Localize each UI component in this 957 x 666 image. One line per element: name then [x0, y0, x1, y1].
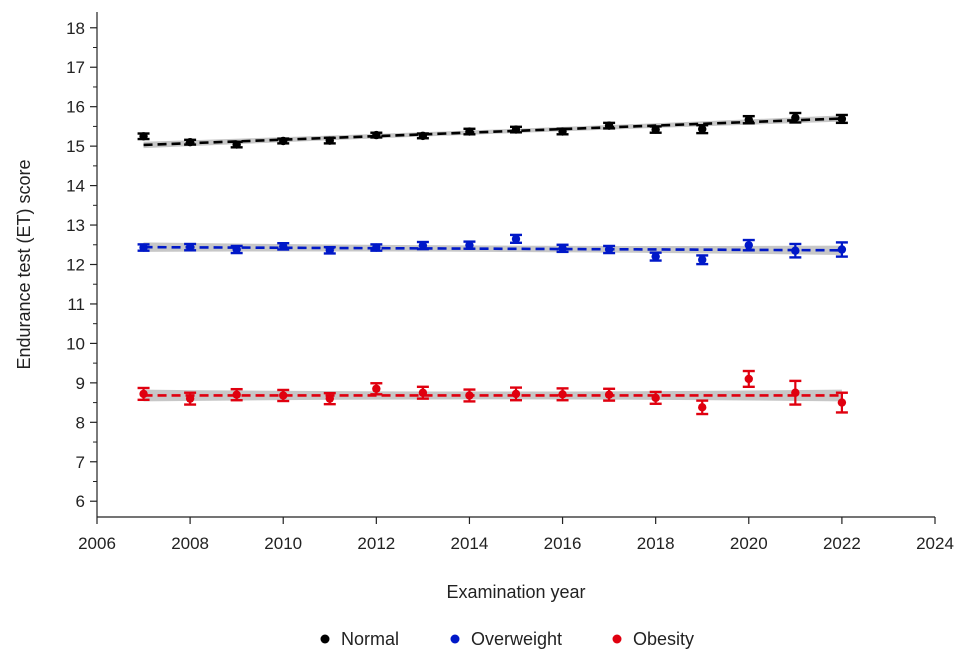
legend-marker	[320, 634, 330, 644]
y-tick-label: 7	[76, 453, 85, 472]
data-point	[511, 234, 521, 244]
data-point	[558, 127, 567, 136]
data-points	[137, 111, 848, 416]
data-point	[279, 242, 288, 251]
trend-line	[143, 117, 842, 147]
y-tick-label: 6	[76, 492, 85, 511]
data-point	[791, 246, 800, 255]
legend: Normal Overweight Obesity	[320, 629, 694, 649]
data-point	[744, 115, 753, 124]
data-point	[232, 140, 241, 149]
y-tick-label: 16	[66, 98, 85, 117]
data-point	[418, 388, 428, 397]
legend-marker	[612, 634, 622, 644]
data-point	[837, 398, 847, 407]
confidence-band	[143, 389, 842, 402]
data-point	[604, 121, 614, 130]
data-point	[465, 127, 474, 136]
x-tick-label: 2018	[637, 534, 675, 553]
x-axis-title: Examination year	[446, 582, 585, 602]
data-point	[558, 244, 567, 253]
data-point	[465, 240, 474, 250]
y-tick-label: 18	[66, 19, 85, 38]
x-tick-label: 2010	[264, 534, 302, 553]
y-tick-label: 13	[66, 216, 85, 235]
data-point	[744, 374, 753, 384]
x-tick-label: 2022	[823, 534, 861, 553]
data-point	[232, 245, 241, 254]
data-point	[651, 252, 660, 261]
y-tick-label: 8	[76, 413, 85, 432]
data-point	[325, 246, 334, 255]
data-point	[372, 243, 381, 252]
data-point	[837, 114, 847, 124]
data-point	[372, 384, 381, 393]
data-point	[791, 388, 800, 397]
data-point	[139, 132, 148, 141]
data-point	[325, 394, 334, 403]
x-tick-label: 2024	[916, 534, 954, 553]
data-point	[511, 125, 521, 134]
y-tick-label: 14	[66, 177, 85, 196]
x-tick-label: 2008	[171, 534, 209, 553]
legend-label: Obesity	[633, 629, 694, 649]
y-axis-ticks: 6 7 8 9 10 11 12 13 14 15 16 17 18	[66, 19, 97, 511]
data-point	[837, 245, 847, 254]
legend-marker	[450, 634, 460, 644]
data-point	[185, 394, 195, 403]
y-tick-label: 11	[67, 295, 85, 314]
trend-lines	[143, 117, 842, 397]
legend-label: Normal	[341, 629, 399, 649]
y-tick-label: 9	[76, 374, 85, 393]
trend-line	[143, 245, 842, 252]
data-point	[791, 113, 800, 122]
y-axis-title: Endurance test (ET) score	[14, 159, 34, 369]
data-point	[418, 241, 428, 250]
data-point	[465, 391, 474, 400]
data-point	[698, 124, 707, 134]
data-point	[651, 393, 660, 403]
data-point	[744, 240, 753, 250]
data-point	[185, 242, 195, 252]
legend-label: Overweight	[471, 629, 562, 649]
data-point	[698, 255, 707, 264]
data-point	[604, 390, 614, 399]
data-point	[651, 125, 660, 134]
confidence-band	[143, 242, 842, 256]
data-point	[232, 390, 241, 399]
x-tick-label: 2020	[730, 534, 768, 553]
x-tick-label: 2006	[78, 534, 116, 553]
x-tick-label: 2012	[357, 534, 395, 553]
confidence-band	[143, 115, 842, 149]
y-tick-label: 15	[66, 137, 85, 156]
x-tick-label: 2016	[544, 534, 582, 553]
data-point	[325, 136, 334, 145]
data-point	[185, 137, 195, 147]
data-point	[139, 389, 148, 399]
data-point	[558, 390, 567, 399]
x-axis-ticks: 2006 2008 2010 2012 2014 2016 2018 2020 2022 2024	[78, 517, 954, 553]
data-point	[511, 389, 521, 399]
data-point	[279, 391, 288, 400]
y-tick-label: 17	[66, 58, 85, 77]
axes: 2006 2008 2010 2012 2014 2016 2018 2020 2022 2024…	[66, 12, 954, 553]
y-tick-label: 12	[66, 256, 85, 275]
data-point	[418, 131, 428, 141]
data-point	[139, 243, 148, 252]
confidence-bands	[143, 115, 842, 402]
data-point	[698, 403, 707, 412]
data-point	[372, 130, 381, 140]
data-point	[604, 245, 614, 254]
data-point	[279, 136, 288, 146]
y-tick-label: 10	[66, 334, 85, 353]
x-tick-label: 2014	[451, 534, 489, 553]
